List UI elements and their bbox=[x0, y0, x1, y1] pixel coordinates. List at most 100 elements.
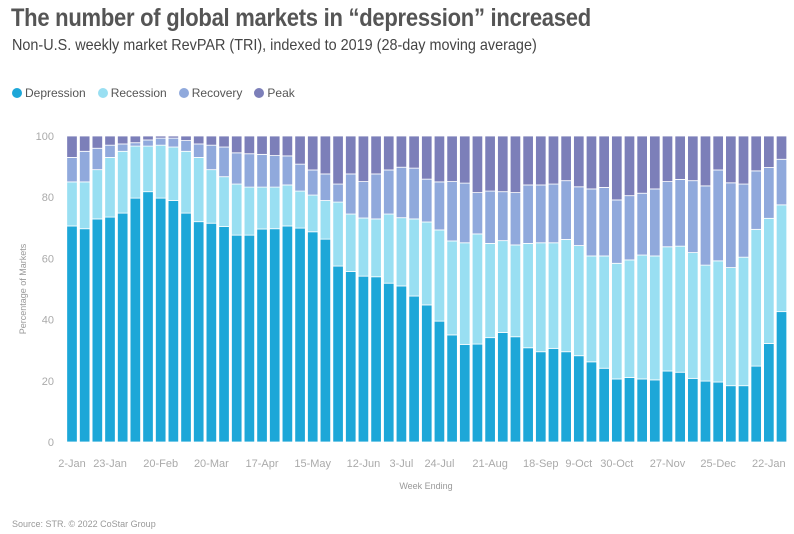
bar-recovery-6-Nov bbox=[623, 195, 636, 261]
bar-recession-13-Mar bbox=[193, 157, 205, 223]
bar-recovery-16-Oct bbox=[585, 188, 598, 257]
bar-recovery-13-Nov bbox=[636, 192, 648, 256]
bar-recovery-27-Mar bbox=[218, 146, 230, 178]
bar-peak-21-Aug bbox=[484, 135, 496, 192]
bar-recovery-11-Sep bbox=[522, 184, 534, 244]
bar-depression-28-Aug bbox=[497, 332, 509, 443]
chart-title: The number of global markets in “depress… bbox=[11, 4, 591, 32]
bar-recession-31-Jul bbox=[446, 240, 458, 336]
bar-recovery-23-Jan bbox=[104, 144, 116, 158]
x-tick-label: 18-Sep bbox=[523, 458, 558, 470]
bar-depression-30-Oct bbox=[611, 378, 623, 443]
bar-peak-25-Sep bbox=[547, 135, 560, 185]
bar-peak-24-Apr bbox=[269, 135, 281, 156]
bar-recession-9-Oct bbox=[573, 245, 585, 357]
bar-depression-3-Apr bbox=[231, 234, 243, 443]
legend-item-recession[interactable]: Recession bbox=[97, 86, 167, 100]
bar-depression-25-Dec bbox=[712, 381, 724, 443]
bar-recession-5-Jun bbox=[345, 213, 357, 272]
bar-depression-2-Jan bbox=[66, 225, 78, 443]
bar-recovery-30-Oct bbox=[611, 199, 623, 264]
bar-recession-19-Jun bbox=[370, 218, 382, 278]
bar-peak-3-Jul bbox=[395, 135, 408, 168]
bar-recovery-30-Jan bbox=[117, 143, 129, 152]
x-tick-label: 25-Dec bbox=[700, 458, 736, 470]
bar-peak-2-Oct bbox=[560, 135, 572, 182]
bar-peak-18-Dec bbox=[699, 135, 712, 187]
bar-peak-20-Mar bbox=[205, 135, 218, 146]
bar-depression-10-Apr bbox=[243, 234, 256, 443]
bar-recovery-15-Jan bbox=[750, 170, 762, 230]
bar-peak-23-Jan bbox=[104, 135, 116, 146]
legend-marker-recovery bbox=[178, 88, 189, 98]
bar-recession-30-Oct bbox=[611, 262, 623, 380]
bar-peak-20-Feb bbox=[155, 135, 167, 139]
bar-recession-11-Sep bbox=[522, 243, 534, 349]
x-tick-label: 17-Apr bbox=[246, 458, 279, 470]
bar-peak-16-Jan bbox=[91, 135, 103, 149]
bar-recession-22-Jan bbox=[763, 217, 775, 344]
bar-recovery-18-Dec bbox=[699, 185, 712, 266]
bar-recovery-13-Mar bbox=[193, 143, 205, 158]
y-axis-title: Percentage of Markets bbox=[18, 243, 28, 334]
bar-peak-4-Sep bbox=[509, 135, 522, 194]
bar-recession-1-Jan bbox=[725, 267, 737, 387]
x-tick-label: 2-Jan bbox=[58, 458, 86, 470]
bar-peak-20-Nov bbox=[649, 135, 661, 190]
bar-recovery-29-Jan bbox=[775, 158, 788, 206]
legend-label-peak: Peak bbox=[267, 86, 295, 100]
bar-recession-22-May bbox=[319, 200, 332, 240]
bar-depression-17-Jul bbox=[421, 304, 433, 443]
bar-recession-16-Jan bbox=[91, 169, 103, 220]
bar-recession-2-Jan bbox=[66, 181, 78, 227]
bar-depression-19-Jun bbox=[370, 276, 382, 443]
legend-item-recovery[interactable]: Recovery bbox=[178, 86, 242, 100]
bar-recovery-5-Jun bbox=[345, 173, 357, 215]
bar-peak-9-Oct bbox=[573, 135, 585, 188]
bar-depression-31-Jul bbox=[446, 334, 458, 443]
bar-peak-13-Nov bbox=[636, 135, 648, 194]
bar-peak-5-Jun bbox=[345, 135, 357, 175]
bar-recession-20-Nov bbox=[649, 255, 661, 381]
x-tick-label: 9-Oct bbox=[565, 458, 592, 470]
bar-recession-25-Sep bbox=[547, 242, 560, 349]
bar-recovery-4-Dec bbox=[674, 179, 686, 247]
bar-depression-2-Oct bbox=[560, 351, 572, 443]
bar-recovery-20-Nov bbox=[649, 188, 661, 257]
bar-depression-18-Dec bbox=[699, 380, 712, 443]
bar-depression-14-Aug bbox=[471, 343, 484, 443]
bar-recovery-3-Jul bbox=[395, 166, 408, 219]
bar-recovery-14-Aug bbox=[471, 192, 484, 235]
bar-recovery-2-Oct bbox=[560, 180, 572, 240]
bar-recovery-27-Nov bbox=[661, 181, 674, 248]
bar-peak-8-May bbox=[294, 135, 306, 165]
bar-peak-30-Oct bbox=[611, 135, 623, 201]
bar-recession-6-Nov bbox=[623, 259, 636, 378]
x-tick-label: 3-Jul bbox=[389, 458, 413, 470]
bar-recovery-3-Apr bbox=[231, 152, 243, 185]
bar-recovery-17-Apr bbox=[256, 153, 268, 188]
bar-depression-29-Jan bbox=[775, 311, 788, 443]
legend-item-peak[interactable]: Peak bbox=[254, 86, 295, 100]
bar-recession-24-Apr bbox=[269, 186, 281, 230]
bar-recession-8-May bbox=[294, 190, 306, 229]
bar-depression-11-Dec bbox=[687, 377, 699, 443]
bar-peak-17-Jul bbox=[421, 135, 433, 180]
x-tick-label: 21-Aug bbox=[472, 458, 507, 470]
bar-depression-1-Jan bbox=[725, 385, 737, 443]
legend-item-depression[interactable]: Depression bbox=[12, 86, 86, 100]
x-tick-label: 15-May bbox=[294, 458, 331, 470]
bar-peak-15-Jan bbox=[750, 135, 762, 172]
bar-peak-2-Jan bbox=[66, 135, 78, 158]
bar-depression-17-Apr bbox=[256, 228, 268, 443]
bar-recession-14-Aug bbox=[471, 233, 484, 345]
bar-recession-3-Jul bbox=[395, 217, 408, 287]
bar-recovery-6-Feb bbox=[129, 142, 142, 147]
bar-recovery-22-Jan bbox=[763, 167, 775, 219]
bar-recession-30-Jan bbox=[117, 150, 129, 214]
bar-depression-5-Jun bbox=[345, 271, 357, 443]
bar-peak-26-Jun bbox=[383, 135, 395, 171]
bar-recession-10-Jul bbox=[408, 218, 420, 297]
bar-peak-11-Sep bbox=[522, 135, 534, 186]
bar-recession-13-Feb bbox=[142, 145, 154, 193]
